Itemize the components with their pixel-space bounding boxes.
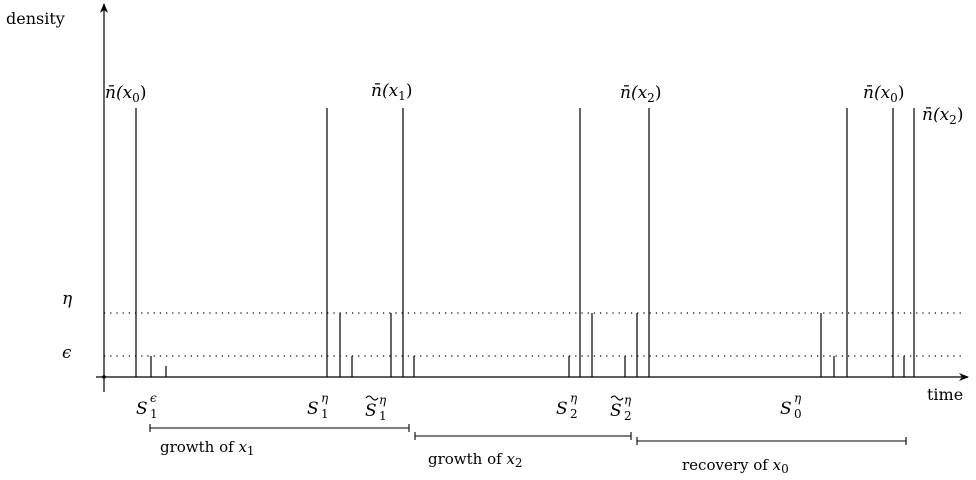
epsilon-level-label: ϵ (62, 343, 72, 363)
time-marker: S η 0 (780, 391, 802, 421)
phase-labels: growth of x1 growth of x2 recovery of x0 (160, 438, 789, 476)
svg-text:S: S (610, 401, 622, 421)
eta-level-label: η (62, 289, 73, 309)
svg-text:S: S (365, 401, 377, 421)
x-axis-label: time (927, 385, 963, 404)
density-spikes (135, 108, 915, 377)
svg-text:0: 0 (794, 407, 802, 421)
phase-brackets (149, 424, 907, 445)
svg-text:1: 1 (379, 409, 387, 423)
phase-label: growth of x1 (160, 438, 255, 458)
svg-text:η: η (379, 393, 387, 407)
svg-text:η: η (321, 391, 329, 405)
phase-label: growth of x2 (428, 450, 523, 470)
peak-labels: n̄(x0) n̄(x1) n̄(x2) n̄(x0) n̄(x2) (105, 81, 963, 127)
y-axis-label: density (6, 9, 65, 28)
time-marker: S ϵ 1 (136, 391, 158, 421)
time-marker: S η 2 (556, 391, 578, 421)
peak-label: n̄(x2) (620, 83, 661, 105)
time-marker: S η 1 (307, 391, 329, 421)
svg-text:S: S (556, 399, 568, 419)
svg-text:η: η (794, 391, 802, 405)
peak-label: n̄(x1) (371, 81, 412, 103)
phase-label: recovery of x0 (682, 456, 789, 476)
time-marker-tilde: S η 1 (365, 393, 387, 423)
time-marker-tilde: S η 2 (610, 393, 632, 423)
origin-dot (102, 375, 106, 379)
svg-text:η: η (624, 393, 632, 407)
svg-text:1: 1 (150, 407, 158, 421)
peak-label: n̄(x0) (105, 83, 146, 105)
tilde-accent (610, 395, 624, 401)
peak-label: n̄(x0) (863, 83, 904, 105)
peak-label: n̄(x2) (922, 105, 963, 127)
svg-text:1: 1 (321, 407, 329, 421)
svg-text:S: S (780, 399, 792, 419)
svg-text:η: η (570, 391, 578, 405)
svg-text:S: S (136, 399, 148, 419)
svg-text:S: S (307, 399, 319, 419)
svg-text:2: 2 (570, 407, 578, 421)
time-markers: S ϵ 1 S η 1 S η 1 S η 2 S η 2 S η (136, 391, 802, 423)
svg-text:ϵ: ϵ (150, 391, 157, 405)
tilde-accent (365, 395, 379, 401)
svg-text:2: 2 (624, 409, 632, 423)
